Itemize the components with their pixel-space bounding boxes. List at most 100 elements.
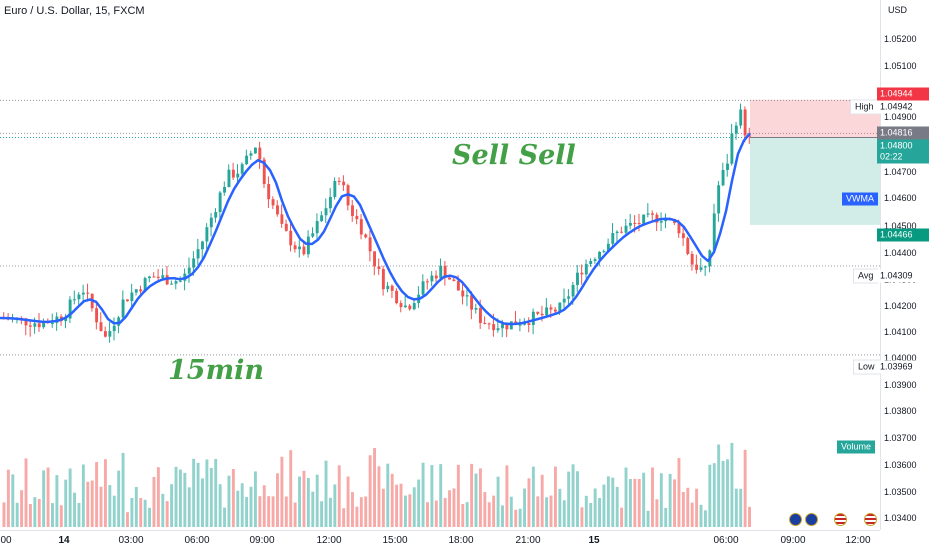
candle-body [302,246,306,255]
volume-bar [633,478,637,527]
volume-bar [134,486,138,527]
volume-bar [152,476,156,527]
candle-body [284,223,288,231]
volume-bar [611,477,615,527]
volume-bar [381,488,385,527]
price-chart[interactable] [0,0,880,530]
volume-bar [359,497,363,527]
volume-bar [28,504,32,527]
candle-body [620,231,624,233]
avg-value-tag: 1.04309 [877,269,929,283]
candle-body [267,184,271,200]
price-tick: 1.03400 [884,513,917,523]
price-tick: 1.05100 [884,61,917,71]
upper-target-tag[interactable]: 1.04816 [877,126,929,140]
avg-label: Avg [853,268,879,284]
symbol-title[interactable]: Euro / U.S. Dollar, 15, FXCM [4,5,145,17]
time-label: 12:00 [316,535,342,546]
candle-body [231,169,235,178]
volume-bar [262,485,266,527]
volume-bar [20,490,24,527]
price-tick: 1.04400 [884,248,917,258]
candle-body [624,225,628,233]
candle-body [174,281,178,284]
candle-body [121,299,125,318]
volume-bar [271,496,275,527]
candle-body [130,292,134,302]
candle-body [712,213,716,251]
candle-body [651,213,654,215]
volume-bar [156,467,160,527]
candle-body [77,294,81,300]
volume-bar [743,449,747,527]
volume-bar [514,509,518,527]
candle-body [209,217,213,228]
volume-bar [474,473,478,527]
volume-bar [143,499,147,527]
volume-bar [620,507,624,527]
volume-label[interactable]: Volume [837,440,876,454]
volume-bar [37,498,41,527]
candle-body [328,196,332,209]
candle-body [236,173,240,178]
high-value-tag: 1.04942 [877,100,929,114]
stop-target-tag[interactable]: 1.04466 [877,228,929,242]
time-label: 14 [58,535,70,546]
volume-bar [42,470,46,527]
volume-bar [646,510,650,527]
volume-bar [708,464,712,527]
eu-flag-icon[interactable] [789,513,802,526]
candle-body [536,311,540,314]
candle-body [430,275,434,282]
volume-bar [452,488,456,527]
us-flag-icon[interactable] [864,513,877,526]
volume-bar [2,502,6,527]
volume-bar [342,508,346,527]
candle-body [646,213,650,215]
candle-body [483,322,487,324]
time-label: 06:00 [713,535,739,546]
volume-bar [580,507,584,527]
volume-bar [593,488,597,527]
volume-bar [598,497,601,527]
candle-body [452,279,456,282]
volume-bar [395,484,399,527]
time-label: 21:00 [515,535,541,546]
chart-area[interactable]: Euro / U.S. Dollar, 15, FXCM Sell Sell 1… [0,0,880,530]
volume-bar [567,471,571,527]
candle-body [443,265,447,278]
candle-body [461,290,465,297]
eu-flag-icon[interactable] [805,513,818,526]
us-flag-icon[interactable] [834,513,847,526]
candle-body [571,284,575,297]
last-price-tag[interactable]: 1.04800 [877,139,929,153]
candle-body [240,164,244,174]
time-label: 06:00 [184,535,210,546]
volume-bar [403,495,407,527]
candle-body [540,313,544,316]
candle-body [262,159,266,185]
currency-label[interactable]: USD [888,5,908,15]
vwma-label[interactable]: VWMA [842,192,878,206]
price-axis[interactable] [880,0,932,530]
time-axis[interactable] [0,530,880,551]
volume-bar [267,496,271,527]
volume-bar [558,488,562,527]
volume-bar [571,464,575,527]
volume-bar [712,463,716,527]
candle-body [112,325,116,332]
volume-bar [108,485,112,527]
volume-bar [386,463,390,527]
price-tick: 1.03500 [884,487,917,497]
candle-body [690,253,694,265]
volume-bar [470,463,474,527]
candle-body [549,307,553,310]
volume-bar [11,474,15,527]
high-price-tag[interactable]: 1.04944 [877,87,929,101]
volume-bar [201,478,204,527]
sell-annotation[interactable]: Sell Sell [452,140,576,171]
candle-body [523,323,526,325]
timeframe-annotation[interactable]: 15min [168,355,265,386]
candle-body [553,309,557,312]
volume-bar [399,483,403,527]
